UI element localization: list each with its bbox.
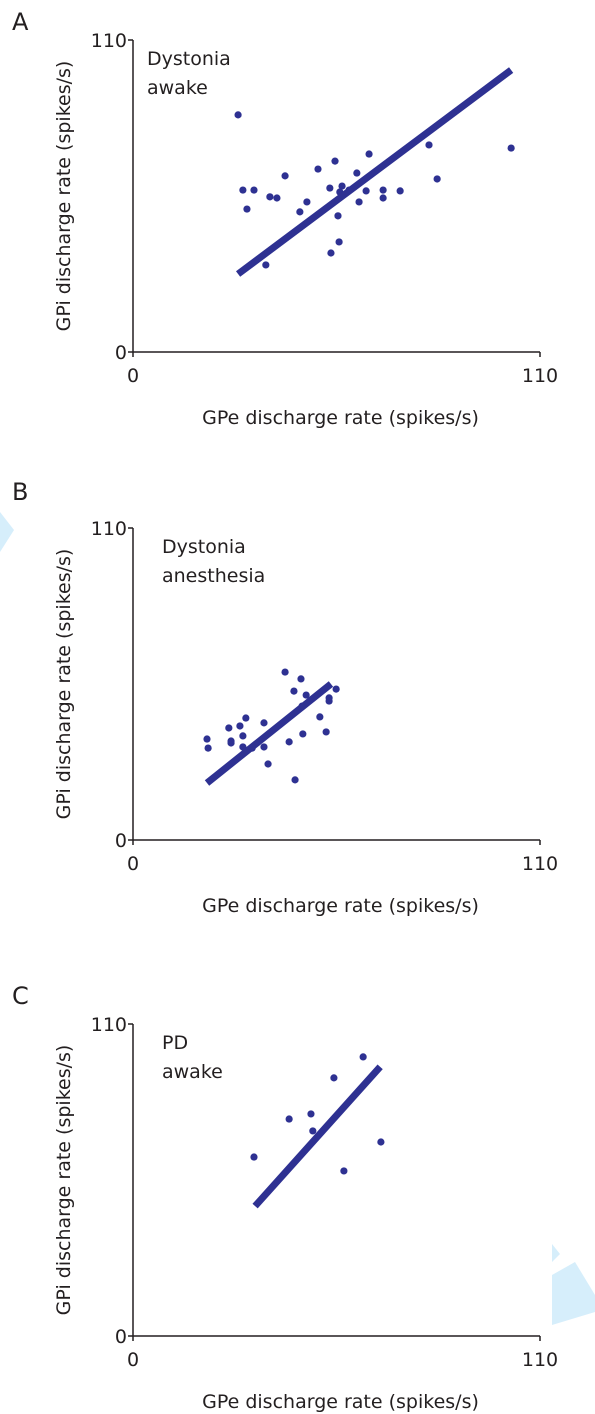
annotation: Dystonia: [147, 48, 231, 70]
data-point: [239, 186, 247, 194]
panel-label: C: [12, 982, 29, 1010]
y-tick-label: 110: [91, 518, 127, 540]
decoration: [552, 1244, 560, 1262]
data-point: [260, 743, 268, 751]
data-point: [307, 1110, 315, 1118]
data-point: [290, 687, 298, 695]
data-point: [396, 187, 404, 195]
data-point: [227, 739, 235, 747]
data-point: [234, 111, 242, 119]
data-point: [250, 1153, 258, 1161]
data-point: [302, 691, 310, 699]
data-point: [303, 198, 311, 206]
data-point: [326, 184, 334, 192]
data-point: [425, 141, 433, 149]
fit-line: [252, 1064, 383, 1209]
data-point: [433, 175, 441, 183]
panel: C PD awake 0 110 0 110 GPe discharge rate (spik…: [12, 982, 558, 1413]
data-point: [325, 697, 333, 705]
panel: A Dystonia awake 0 110 0 110 GPe discharge rate…: [12, 8, 558, 429]
data-point: [264, 760, 272, 768]
data-point: [327, 249, 335, 257]
data-point: [285, 1115, 293, 1123]
y-axis-label: GPi discharge rate (spikes/s): [53, 1045, 75, 1316]
fit-line: [235, 67, 514, 277]
data-point: [260, 719, 268, 727]
x-tick-label: 110: [522, 853, 558, 875]
fit-line: [204, 681, 334, 786]
y-tick-label: 0: [115, 830, 127, 852]
data-point: [316, 713, 324, 721]
data-point: [332, 685, 340, 693]
data-point: [379, 194, 387, 202]
data-point: [377, 1138, 385, 1146]
x-axis-label: GPe discharge rate (spikes/s): [202, 895, 479, 917]
data-point: [330, 1074, 338, 1082]
y-axis-label: GPi discharge rate (spikes/s): [53, 549, 75, 820]
data-point: [285, 738, 293, 746]
data-point: [225, 724, 233, 732]
data-point: [281, 668, 289, 676]
data-point: [379, 186, 387, 194]
data-point: [250, 186, 258, 194]
data-point: [296, 208, 304, 216]
annotation: Dystonia: [162, 536, 246, 558]
data-point: [314, 165, 322, 173]
data-point: [299, 730, 307, 738]
y-tick-label: 110: [91, 1014, 127, 1036]
data-point: [338, 182, 346, 190]
annotation: awake: [162, 1061, 223, 1083]
y-tick-label: 110: [91, 30, 127, 52]
data-point: [203, 735, 211, 743]
data-point: [353, 169, 361, 177]
data-point: [236, 722, 244, 730]
annotation: anesthesia: [162, 565, 265, 587]
y-tick-label: 0: [115, 1326, 127, 1348]
data-point: [507, 144, 515, 152]
data-point: [355, 198, 363, 206]
y-axis-label: GPi discharge rate (spikes/s): [53, 61, 75, 332]
panel-label: A: [12, 8, 29, 36]
annotation: PD: [162, 1032, 188, 1054]
panel: B Dystonia anesthesia 0 110 0 110 GPe discharge…: [12, 478, 558, 917]
data-point: [359, 1053, 367, 1061]
data-point: [362, 187, 370, 195]
decoration: [0, 512, 14, 552]
x-axis-label: GPe discharge rate (spikes/s): [202, 1391, 479, 1413]
data-point: [322, 728, 330, 736]
data-point: [239, 732, 247, 740]
data-point: [297, 675, 305, 683]
data-point: [334, 212, 342, 220]
annotation: awake: [147, 77, 208, 99]
data-point: [309, 1127, 317, 1135]
data-point: [262, 261, 270, 269]
data-point: [331, 157, 339, 165]
x-tick-label: 110: [522, 365, 558, 387]
panel-label: B: [12, 478, 28, 506]
data-point: [340, 1167, 348, 1175]
data-point: [204, 744, 212, 752]
y-tick-label: 0: [115, 342, 127, 364]
data-point: [281, 172, 289, 180]
x-axis-label: GPe discharge rate (spikes/s): [202, 407, 479, 429]
x-tick-label: 0: [127, 365, 139, 387]
data-point: [243, 205, 251, 213]
x-tick-label: 0: [127, 853, 139, 875]
data-point: [242, 714, 250, 722]
x-tick-label: 110: [522, 1349, 558, 1371]
data-point: [291, 776, 299, 784]
data-point: [273, 194, 281, 202]
decoration: [552, 1262, 595, 1325]
data-point: [365, 150, 373, 158]
data-point: [335, 238, 343, 246]
x-tick-label: 0: [127, 1349, 139, 1371]
data-point: [266, 193, 274, 201]
